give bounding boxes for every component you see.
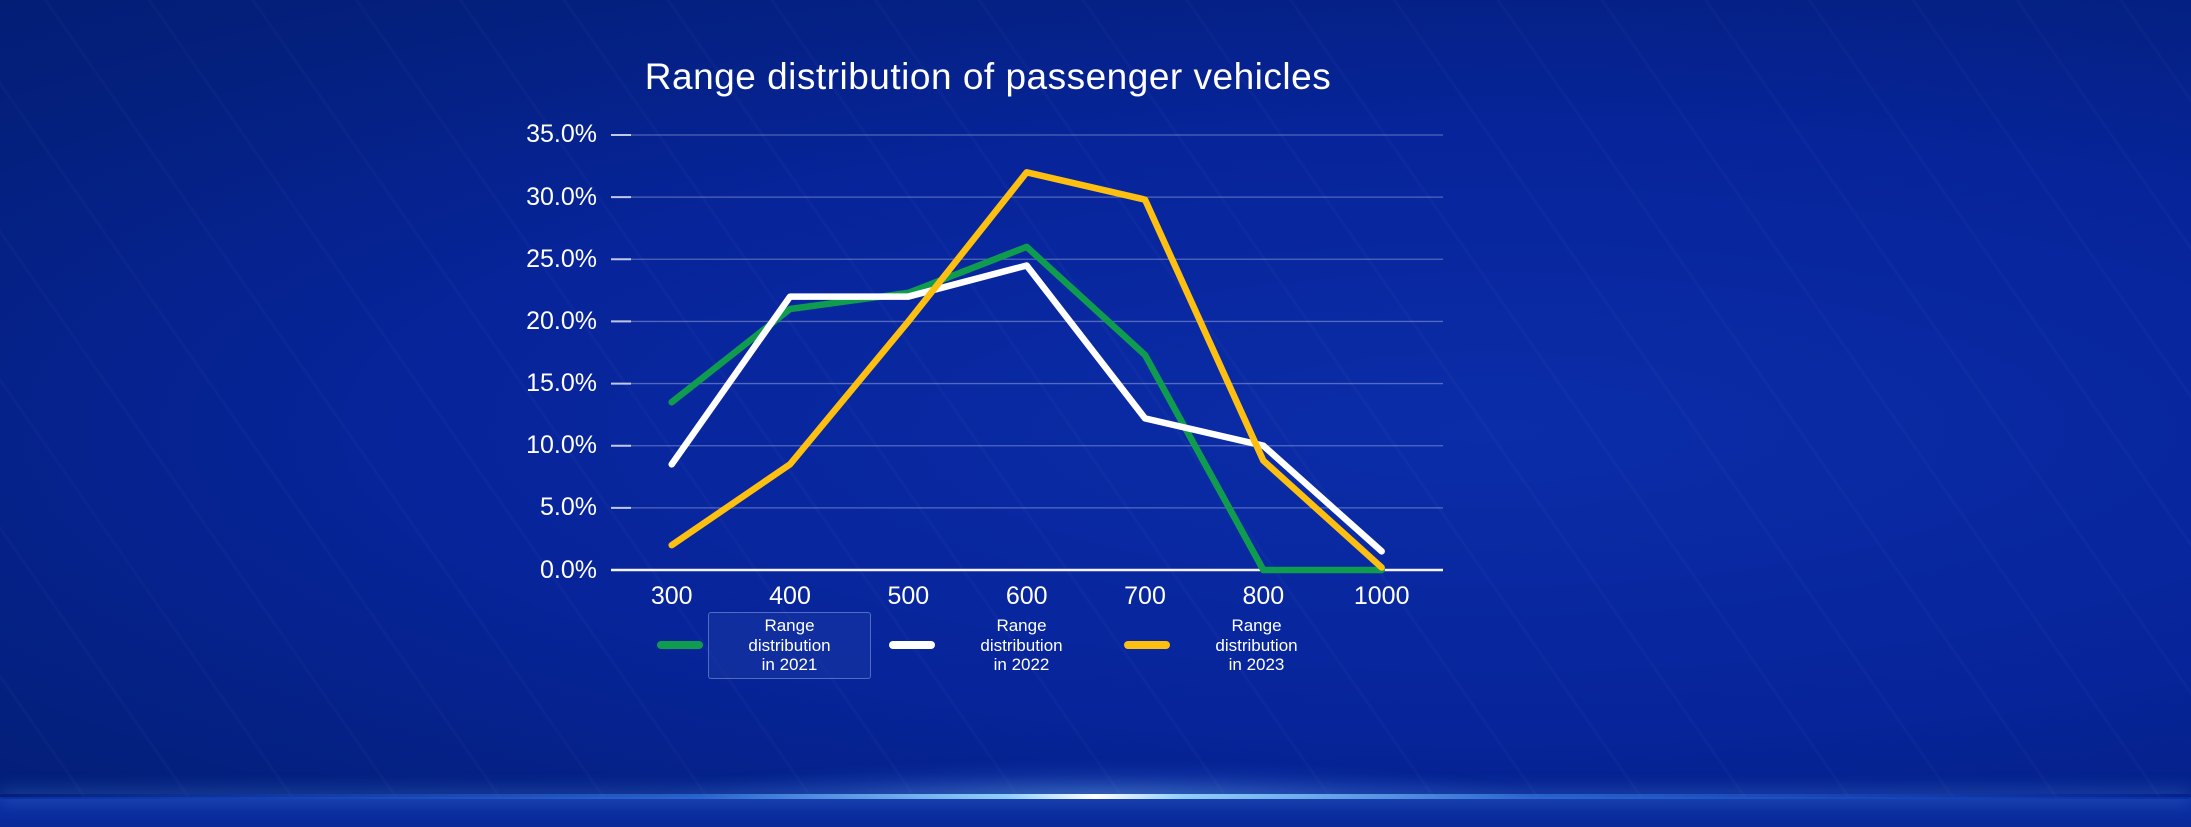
legend-label-line: in 2021 <box>761 655 818 674</box>
series-line-2023 <box>668 169 1385 571</box>
legend-item-2023[interactable]: Range distribution in 2023 <box>1124 612 1338 679</box>
legend-label-2021: Range distribution in 2021 <box>708 612 871 679</box>
legend-label-2022: Range distribution in 2022 <box>940 612 1103 679</box>
y-tick-label: 35.0% <box>526 120 597 149</box>
horizon-glow-line <box>0 794 2191 799</box>
series-line-2022 <box>668 262 1385 555</box>
legend-item-2022[interactable]: Range distribution in 2022 <box>889 612 1103 679</box>
legend-label-line: Range <box>764 616 815 635</box>
x-tick-label: 300 <box>650 582 693 610</box>
x-tick-label: 600 <box>1005 582 1048 610</box>
y-tick-label: 20.0% <box>526 306 597 335</box>
legend-label-2023: Range distribution in 2023 <box>1175 612 1338 679</box>
chart-title: Range distribution of passenger vehicles <box>644 56 1332 97</box>
y-tick-label: 25.0% <box>526 244 597 273</box>
legend-label-line: Range <box>996 616 1047 635</box>
y-tick-label: 10.0% <box>526 431 597 460</box>
legend-label-line: distribution <box>1215 635 1298 655</box>
x-tick-label: 800 <box>1242 582 1285 610</box>
series-line-2021 <box>668 243 1385 574</box>
x-tick-label: 400 <box>769 582 811 610</box>
legend-label-line: in 2023 <box>1228 655 1285 674</box>
legend-label-line: distribution <box>748 635 831 655</box>
legend-swatch-2022 <box>889 641 935 650</box>
legend-swatch-2021 <box>657 641 703 650</box>
y-tick-label: 15.0% <box>526 369 597 398</box>
bottom-strip <box>0 797 2191 827</box>
y-tick-label: 0.0% <box>540 555 597 584</box>
legend-label-line: in 2022 <box>993 655 1050 674</box>
y-tick-label: 30.0% <box>526 182 597 211</box>
x-tick-label: 500 <box>887 582 930 610</box>
legend-label-line: distribution <box>980 635 1063 655</box>
x-tick-label: 1000 <box>1353 582 1410 610</box>
y-tick-label: 5.0% <box>540 493 597 522</box>
legend-label-line: Range <box>1231 616 1282 635</box>
x-tick-label: 700 <box>1124 582 1166 610</box>
legend-swatch-2023 <box>1124 641 1170 650</box>
legend-item-2021[interactable]: Range distribution in 2021 <box>657 612 871 679</box>
